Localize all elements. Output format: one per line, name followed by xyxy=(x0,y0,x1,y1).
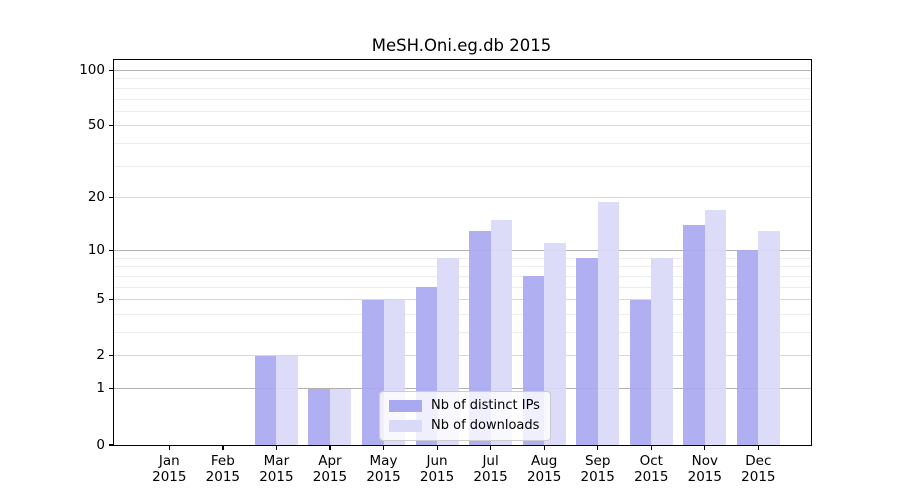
gridline-y-1 xyxy=(114,388,811,390)
y-tick-label-10: 10 xyxy=(87,241,105,258)
y-tick-20 xyxy=(109,197,114,199)
bar-distinct-ips-nov xyxy=(683,225,705,445)
x-tick-may xyxy=(383,445,385,450)
y-tick-0 xyxy=(109,444,114,446)
bar-downloads-jul xyxy=(490,219,513,445)
x-tick-label-may: May 2015 xyxy=(366,453,401,485)
x-tick-apr xyxy=(329,445,331,450)
legend-swatch-downloads xyxy=(389,419,422,432)
y-tick-2 xyxy=(109,355,114,357)
plot-area: Nb of distinct IPs Nb of downloads 0 1 2 5 1… xyxy=(79,59,812,485)
bar-distinct-ips-mar xyxy=(254,355,277,445)
x-tick-label-oct: Oct 2015 xyxy=(634,453,669,485)
y-tick-label-2: 2 xyxy=(96,347,105,364)
x-tick-label-sep: Sep 2015 xyxy=(580,453,615,485)
legend-swatch-distinct-ips xyxy=(389,399,422,412)
legend-label-downloads: Nb of downloads xyxy=(431,418,540,433)
gridline-y-8 xyxy=(114,266,811,268)
y-tick-1 xyxy=(109,388,114,390)
bar-distinct-ips-sep xyxy=(576,258,598,445)
gridline-y-2 xyxy=(114,355,811,357)
y-tick-10 xyxy=(109,249,114,251)
y-tick-5 xyxy=(109,298,114,301)
gridline-y-3 xyxy=(114,331,811,333)
bar-distinct-ips-apr xyxy=(308,388,330,445)
x-tick-jan xyxy=(168,445,170,450)
gridline-y-9 xyxy=(114,257,811,259)
legend-entry-downloads: Nb of downloads xyxy=(389,418,540,433)
x-tick-label-jun: Jun 2015 xyxy=(419,453,455,485)
bar-downloads-nov xyxy=(704,210,727,445)
x-tick-nov xyxy=(704,445,706,450)
x-tick-label-feb: Feb 2015 xyxy=(205,453,241,485)
gridline-y-40 xyxy=(114,143,811,145)
bar-distinct-ips-dec xyxy=(736,250,759,445)
x-tick-oct xyxy=(650,445,652,450)
bar-distinct-ips-oct xyxy=(629,299,652,445)
gridline-y-10 xyxy=(114,249,811,251)
bar-downloads-dec xyxy=(758,230,780,445)
x-tick-label-dec: Dec 2015 xyxy=(741,453,776,485)
x-tick-label-jul: Jul 2015 xyxy=(473,453,508,485)
gridline-y-30 xyxy=(114,165,811,167)
y-tick-label-0: 0 xyxy=(96,436,105,453)
x-tick-jun xyxy=(436,445,438,450)
y-tick-label-100: 100 xyxy=(79,61,105,78)
legend-label-distinct-ips: Nb of distinct IPs xyxy=(431,398,540,413)
x-tick-label-aug: Aug 2015 xyxy=(526,453,562,485)
y-tick-100 xyxy=(109,69,114,71)
x-tick-sep xyxy=(597,445,599,450)
y-tick-label-50: 50 xyxy=(87,117,105,134)
bar-downloads-oct xyxy=(651,258,673,445)
gridline-y-5 xyxy=(114,299,811,301)
gridline-y-70 xyxy=(114,98,811,100)
gridline-y-80 xyxy=(114,87,811,89)
chart-title: MeSH.Oni.eg.db 2015 xyxy=(371,36,552,55)
x-tick-jul xyxy=(490,445,492,450)
y-tick-label-1: 1 xyxy=(96,380,105,396)
bar-downloads-sep xyxy=(597,201,620,445)
gridline-y-60 xyxy=(114,110,811,112)
gridline-y-90 xyxy=(114,78,811,80)
x-tick-label-jan: Jan 2015 xyxy=(152,453,187,485)
gridline-y-100 xyxy=(114,69,811,71)
x-tick-feb xyxy=(222,445,224,450)
x-tick-aug xyxy=(543,445,545,450)
y-tick-50 xyxy=(109,125,114,127)
x-tick-dec xyxy=(757,445,760,450)
bar-downloads-mar xyxy=(276,355,298,445)
y-tick-label-5: 5 xyxy=(96,290,105,307)
legend-entry-distinct-ips: Nb of distinct IPs xyxy=(389,398,540,413)
x-tick-mar xyxy=(275,445,278,450)
bar-downloads-apr xyxy=(329,388,352,445)
gridline-y-50 xyxy=(114,125,811,127)
x-tick-label-apr: Apr 2015 xyxy=(312,453,348,485)
legend: Nb of distinct IPs Nb of downloads xyxy=(379,391,551,441)
gridline-y-4 xyxy=(114,313,811,315)
bar-distinct-ips-may xyxy=(362,299,384,445)
x-tick-label-nov: Nov 2015 xyxy=(687,453,722,485)
y-tick-label-20: 20 xyxy=(87,189,105,206)
gridline-y-7 xyxy=(114,275,811,277)
gridline-y-6 xyxy=(114,286,811,288)
x-tick-label-mar: Mar 2015 xyxy=(259,453,294,485)
gridline-y-20 xyxy=(114,197,811,199)
